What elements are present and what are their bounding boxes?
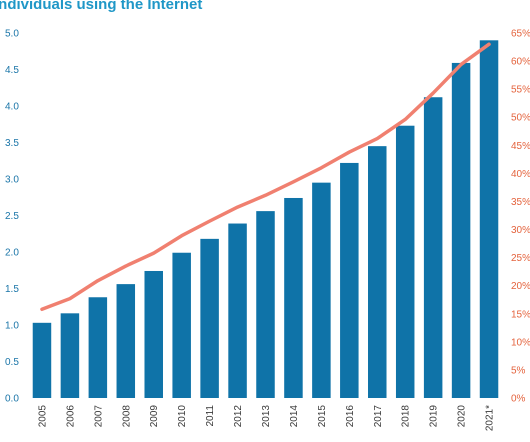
right-axis: 0% 5% 10% 15% 20% 25% 30% 35% 40% 45% 50% 55% 60% 65%	[511, 29, 530, 405]
x-tick-label: 2011	[205, 405, 216, 427]
left-tick-label: 3.0	[5, 175, 19, 186]
x-tick-label: 2013	[261, 405, 272, 428]
left-tick-label: 3.5	[5, 138, 19, 149]
bar-2010	[172, 252, 191, 398]
x-tick-label: 2020	[457, 405, 468, 428]
bar-2016	[340, 162, 359, 398]
x-tick-label: 2014	[289, 405, 300, 428]
x-tick-label: 2010	[177, 405, 188, 428]
left-tick-label: 0.0	[5, 394, 19, 405]
bar-2021*	[479, 40, 499, 399]
line-group	[40, 42, 491, 312]
bar-2017	[368, 146, 387, 398]
bar-2012	[228, 223, 247, 398]
right-tick-label: 5%	[511, 365, 526, 376]
left-tick-label: 2.5	[5, 211, 19, 222]
right-tick-label: 60%	[511, 57, 530, 68]
bar-2018	[395, 125, 415, 399]
right-tick-label: 0%	[511, 394, 526, 405]
x-tick-label: 2005	[37, 405, 48, 428]
x-tick-label: 2007	[93, 405, 104, 428]
left-tick-label: 0.5	[5, 357, 19, 368]
bar-2005	[32, 322, 52, 398]
x-tick-label: 2006	[65, 405, 76, 428]
bar-2007	[88, 297, 108, 398]
x-tick-label: 2017	[373, 405, 384, 428]
bar-2006	[60, 313, 80, 398]
right-tick-label: 20%	[511, 281, 530, 292]
right-tick-label: 55%	[511, 85, 530, 96]
bar-2019	[423, 97, 443, 399]
right-tick-label: 35%	[511, 197, 530, 208]
right-tick-label: 10%	[511, 337, 530, 348]
bar-2009	[144, 270, 163, 398]
left-tick-label: 1.0	[5, 321, 19, 332]
x-axis: 2005 2006 2007 2008 2009 2010 2011 2012 2013 2014…	[37, 405, 495, 432]
right-tick-label: 30%	[511, 225, 530, 236]
right-tick-label: 65%	[511, 29, 530, 40]
left-tick-label: 5.0	[5, 29, 19, 40]
bar-2008	[116, 284, 136, 398]
x-tick-label: 2009	[149, 405, 160, 428]
left-axis: 0.0 0.5 1.0 1.5 2.0 2.5 3.0 3.5 4.0 4.5 5.0	[5, 29, 19, 405]
chart-title: Individuals using the Internet	[0, 0, 203, 13]
bar-2015	[312, 182, 331, 398]
left-tick-label: 4.5	[5, 65, 19, 76]
left-tick-label: 1.5	[5, 284, 19, 295]
x-tick-label: 2015	[317, 405, 328, 428]
right-tick-label: 15%	[511, 309, 530, 320]
x-tick-label: 2016	[345, 405, 356, 428]
left-tick-label: 4.0	[5, 102, 19, 113]
x-tick-label: 2021*	[485, 405, 496, 431]
right-tick-label: 45%	[511, 141, 530, 152]
x-tick-label: 2018	[401, 405, 412, 428]
left-tick-label: 2.0	[5, 248, 19, 259]
right-tick-label: 40%	[511, 169, 530, 180]
x-tick-label: 2012	[233, 405, 244, 428]
bar-group	[32, 40, 499, 399]
x-tick-label: 2019	[429, 405, 440, 428]
right-tick-label: 50%	[511, 113, 530, 124]
bar-2014	[284, 197, 303, 398]
bar-2011	[200, 238, 219, 398]
x-tick-label: 2008	[121, 405, 132, 428]
bar-2013	[256, 211, 275, 398]
bar-2020	[451, 62, 471, 399]
right-tick-label: 25%	[511, 253, 530, 264]
